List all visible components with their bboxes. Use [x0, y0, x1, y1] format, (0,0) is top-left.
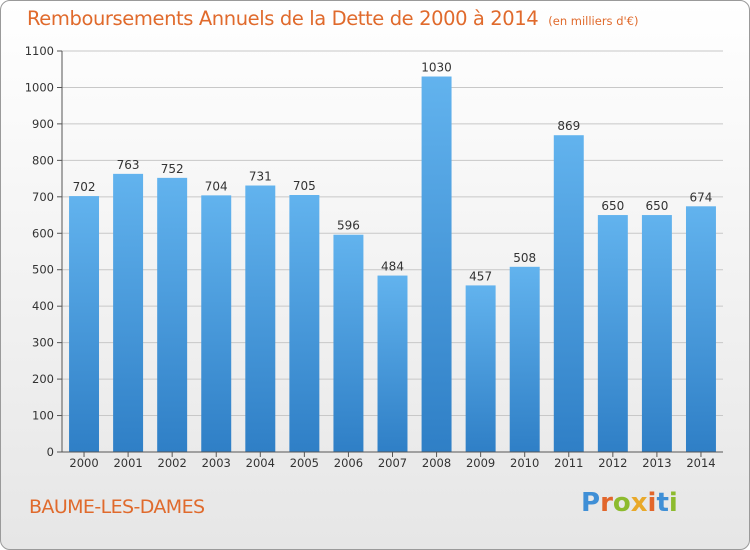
y-tick-label: 1100	[25, 44, 54, 58]
data-label-2008: 1030	[421, 61, 452, 75]
y-tick-label: 400	[32, 299, 54, 313]
x-tick-label-2002: 2002	[158, 456, 187, 470]
bar-2005	[289, 194, 320, 452]
data-label-2004: 731	[249, 170, 272, 184]
bar-2009	[465, 285, 496, 452]
bar-2012	[597, 215, 628, 452]
x-tick-label-2000: 2000	[69, 456, 98, 470]
data-label-2014: 674	[690, 190, 713, 204]
bar-2014	[685, 206, 716, 452]
bar-2013	[641, 215, 672, 452]
x-tick-label-2014: 2014	[686, 456, 715, 470]
bar-2001	[113, 173, 144, 453]
x-tick-label-2007: 2007	[378, 456, 407, 470]
bar-2003	[201, 195, 232, 453]
y-tick-label: 200	[32, 372, 54, 386]
y-tick-label: 0	[47, 445, 54, 459]
data-label-2002: 752	[161, 162, 184, 176]
bar-2004	[245, 185, 276, 452]
data-label-2012: 650	[601, 199, 624, 213]
x-tick-label-2006: 2006	[334, 456, 363, 470]
data-label-2006: 596	[337, 219, 360, 233]
bar-2008	[421, 76, 452, 452]
data-label-2011: 869	[557, 119, 580, 133]
commune-name: BAUME-LES-DAMES	[29, 496, 205, 518]
chart-title: Remboursements Annuels de la Dette de 20…	[27, 7, 638, 30]
data-label-2000: 702	[73, 180, 96, 194]
y-tick-label: 600	[32, 226, 54, 240]
y-tick-label: 300	[32, 336, 54, 350]
data-label-2003: 704	[205, 179, 228, 193]
bar-2000	[69, 196, 100, 452]
x-tick-label-2005: 2005	[290, 456, 319, 470]
bar-2002	[157, 177, 188, 452]
chart-title-text: Remboursements Annuels de la Dette de 20…	[27, 7, 539, 30]
bar-2006	[333, 234, 364, 452]
y-tick-label: 900	[32, 117, 54, 131]
data-label-2005: 705	[293, 179, 316, 193]
x-tick-label-2011: 2011	[554, 456, 583, 470]
y-tick-label: 700	[32, 190, 54, 204]
data-label-2001: 763	[117, 158, 140, 172]
y-tick-label: 1000	[25, 80, 54, 94]
y-tick-label: 800	[32, 153, 54, 167]
x-tick-label-2009: 2009	[466, 456, 495, 470]
x-tick-label-2013: 2013	[642, 456, 671, 470]
chart-unit: (en milliers d'€)	[548, 14, 639, 28]
x-tick-label-2004: 2004	[246, 456, 275, 470]
proxiti-logo: Proxiti	[581, 488, 678, 518]
bar-2011	[553, 135, 584, 452]
y-tick-label: 100	[32, 409, 54, 423]
x-tick-label-2008: 2008	[422, 456, 451, 470]
bar-2007	[377, 275, 408, 452]
y-tick-label: 500	[32, 263, 54, 277]
data-label-2013: 650	[645, 199, 668, 213]
x-tick-label-2003: 2003	[202, 456, 231, 470]
x-tick-label-2001: 2001	[113, 456, 142, 470]
x-tick-label-2012: 2012	[598, 456, 627, 470]
bar-2010	[509, 266, 540, 452]
data-label-2010: 508	[513, 251, 536, 265]
data-label-2007: 484	[381, 260, 404, 274]
x-tick-label-2010: 2010	[510, 456, 539, 470]
data-label-2009: 457	[469, 269, 492, 283]
